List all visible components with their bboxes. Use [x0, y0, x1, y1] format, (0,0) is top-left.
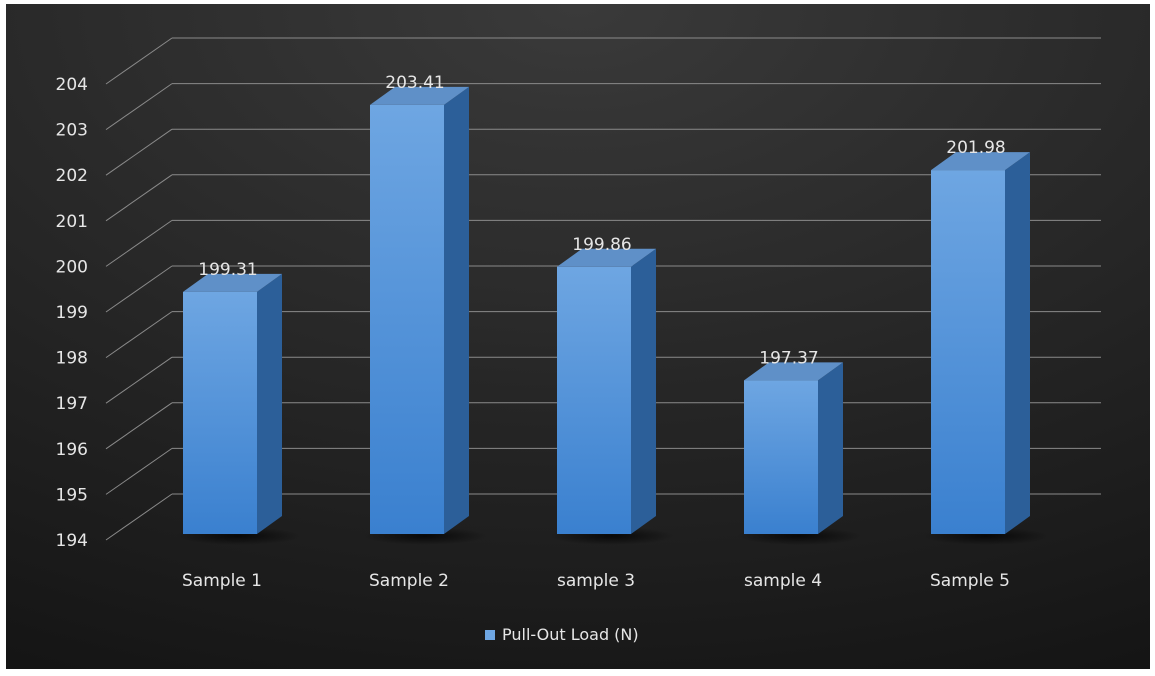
gridline-diagonal	[105, 311, 173, 359]
bar	[183, 291, 257, 534]
bar	[931, 170, 1005, 534]
y-tick-label: 197	[56, 394, 88, 414]
x-tick-label: sample 4	[744, 571, 822, 591]
bar-side	[257, 273, 282, 534]
y-tick-label: 200	[56, 257, 88, 277]
y-tick-label: 195	[56, 485, 88, 505]
y-tick-label: 198	[56, 349, 88, 369]
gridline-diagonal	[105, 447, 173, 495]
y-tick-label: 194	[56, 531, 88, 551]
x-tick-label: Sample 1	[182, 571, 262, 591]
x-tick-label: Sample 2	[369, 571, 449, 591]
legend-swatch	[485, 630, 495, 640]
bars: 199.31 203.41 199.86 197.37 201.98	[176, 73, 1048, 545]
y-tick-label: 203	[56, 121, 88, 141]
bar-top	[370, 86, 469, 105]
gridline-diagonal	[105, 356, 173, 404]
chart-area: 194 195 196 197 198 199 200 201 202 203 204 199.31…	[6, 4, 1150, 669]
bar-group: 203.41	[363, 73, 487, 545]
gridline-diagonal	[105, 83, 173, 131]
bar-chart: 194 195 196 197 198 199 200 201 202 203 204 199.31…	[6, 4, 1150, 669]
data-label: 199.86	[572, 235, 631, 255]
bar-top	[557, 248, 656, 267]
bar-side	[444, 86, 469, 535]
gridline-diagonal	[105, 219, 173, 267]
bar-top	[183, 273, 282, 292]
y-tick-label: 201	[56, 212, 88, 232]
data-label: 197.37	[759, 348, 818, 368]
bar-side	[1005, 152, 1030, 534]
gridline-diagonal	[105, 265, 173, 313]
bar-top	[744, 362, 843, 381]
bar-side	[818, 362, 843, 534]
bar-group: 197.37	[737, 348, 861, 545]
bar-side	[631, 248, 656, 534]
data-label: 201.98	[946, 138, 1005, 158]
bar-top	[931, 152, 1030, 171]
y-axis-tick-labels: 194 195 196 197 198 199 200 201 202 203 204	[56, 75, 88, 551]
legend: Pull-Out Load (N)	[485, 625, 639, 644]
data-label: 203.41	[385, 73, 444, 93]
bar-group: 199.86	[550, 235, 674, 545]
x-tick-label: Sample 5	[930, 571, 1010, 591]
bar	[744, 380, 818, 534]
gridline-diagonal	[105, 493, 173, 541]
bar-group: 201.98	[924, 138, 1048, 545]
bar	[557, 266, 631, 534]
data-label: 199.31	[198, 260, 257, 280]
gridline-diagonal	[105, 174, 173, 222]
gridline-diagonal	[105, 128, 173, 176]
y-tick-label: 204	[56, 75, 88, 95]
x-tick-label: sample 3	[557, 571, 635, 591]
gridline-diagonal	[105, 37, 173, 85]
y-tick-label: 196	[56, 440, 88, 460]
gridline-diagonal	[105, 402, 173, 450]
y-tick-label: 202	[56, 166, 88, 186]
x-axis-tick-labels: Sample 1 Sample 2 sample 3 sample 4 Sample 5	[182, 571, 1010, 591]
y-tick-label: 199	[56, 303, 88, 323]
legend-label: Pull-Out Load (N)	[502, 625, 639, 644]
bar	[370, 104, 444, 535]
bar-group: 199.31	[176, 260, 300, 545]
